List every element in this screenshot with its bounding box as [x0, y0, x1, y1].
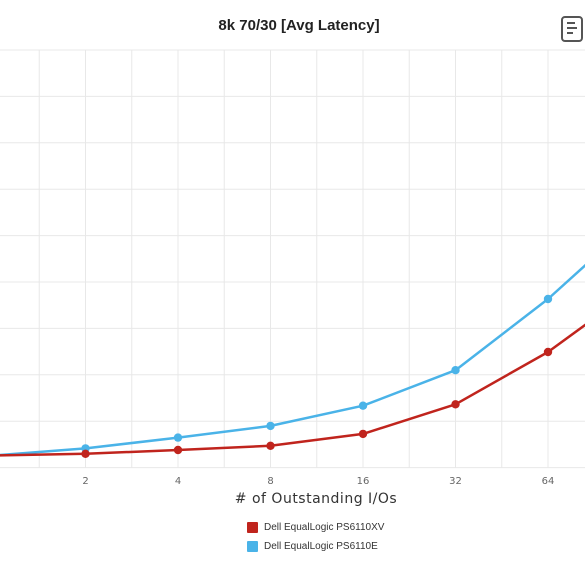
x-tick-label: 32	[449, 476, 462, 487]
legend: Dell EqualLogic PS6110XV Dell EqualLogic…	[247, 518, 397, 556]
gridlines	[0, 49, 585, 469]
series-2-point	[266, 421, 275, 431]
legend-item-series-2[interactable]: Dell EqualLogic PS6110E	[247, 537, 397, 556]
legend-swatch	[247, 522, 258, 533]
series-1-point	[266, 441, 275, 450]
series-line-1	[0, 323, 585, 457]
legend-label: Dell EqualLogic PS6110E	[264, 541, 378, 552]
chart-title: 8k 70/30 [Avg Latency]	[218, 17, 380, 34]
series-2-point	[358, 401, 368, 410]
site-logo-icon	[560, 14, 585, 44]
series-2-point	[543, 294, 553, 304]
series-1-point	[173, 445, 183, 455]
series-2-point	[451, 366, 460, 375]
x-axis-ticks: 2 4 8 16 32 64	[82, 476, 554, 487]
legend-label: Dell EqualLogic PS6110XV	[264, 522, 385, 533]
series-1-point	[451, 400, 460, 409]
series-1-point	[81, 449, 90, 458]
series-line-2	[0, 263, 585, 457]
x-tick-label: 4	[175, 476, 181, 487]
x-tick-label: 16	[357, 476, 370, 487]
x-tick-label: 64	[542, 476, 555, 487]
series-2-point	[173, 433, 183, 442]
legend-swatch	[247, 541, 258, 552]
x-tick-label: 2	[82, 476, 88, 487]
legend-item-series-1[interactable]: Dell EqualLogic PS6110XV	[247, 518, 397, 537]
series-1-point	[358, 429, 368, 439]
x-axis-label: # of Outstanding I/Os	[234, 491, 398, 507]
x-tick-label: 8	[267, 476, 273, 487]
series-1-point	[543, 347, 553, 357]
series-layer	[0, 263, 585, 458]
